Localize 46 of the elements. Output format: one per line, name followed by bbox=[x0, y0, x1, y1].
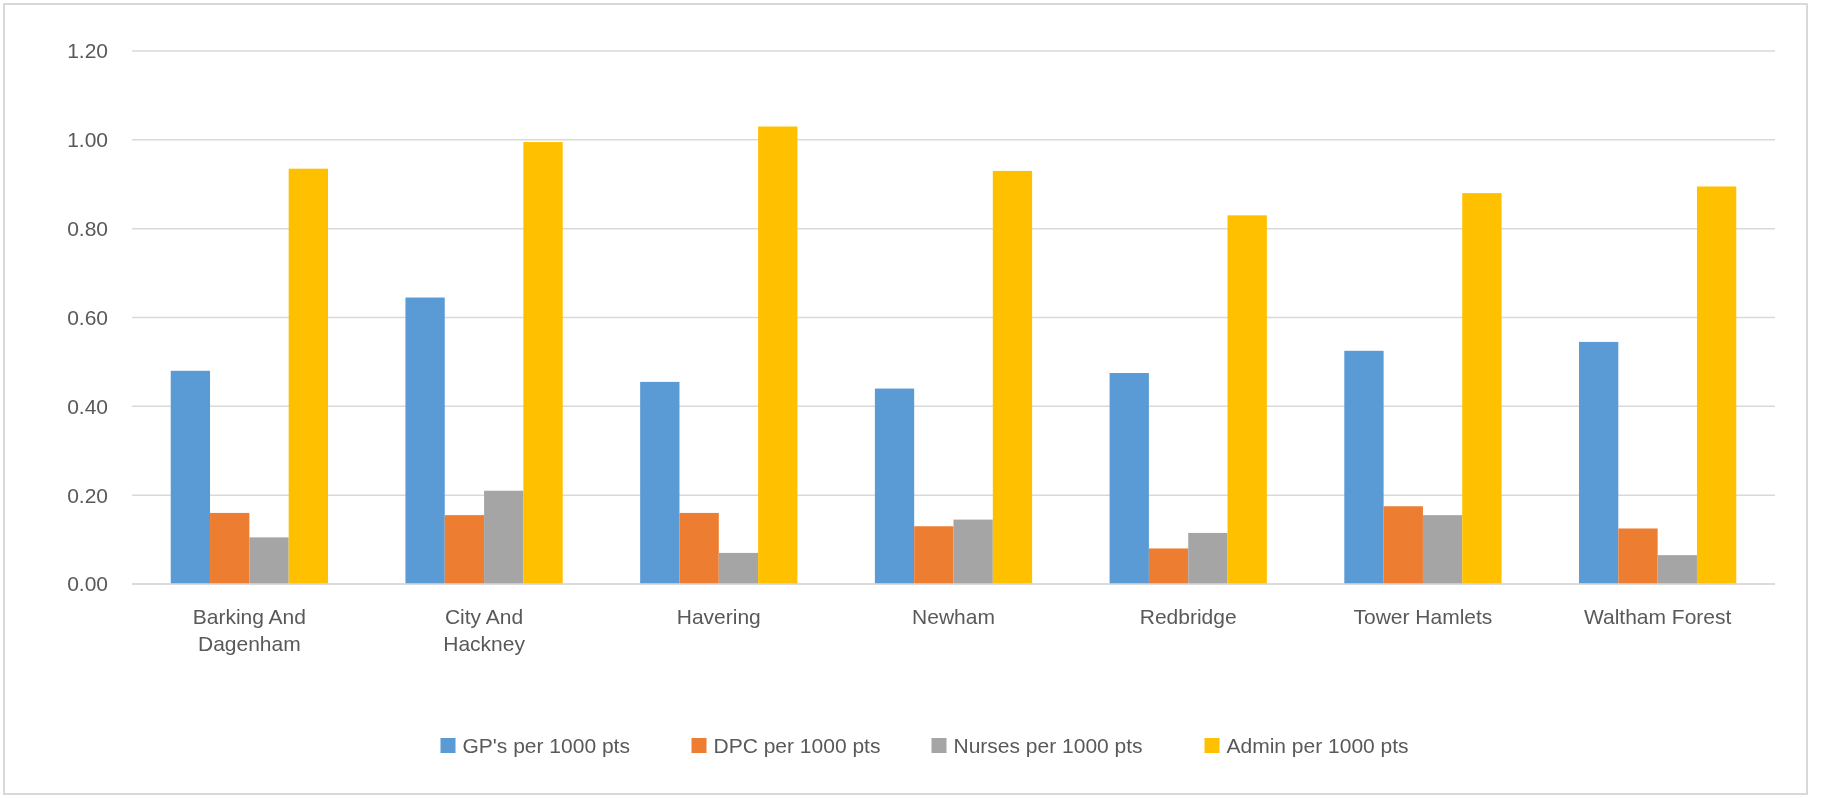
bar bbox=[484, 490, 524, 584]
bar bbox=[1462, 193, 1502, 584]
y-tick-label: 1.20 bbox=[67, 39, 108, 63]
y-tick-label: 0.00 bbox=[67, 572, 108, 596]
y-tick-label: 0.40 bbox=[67, 394, 108, 418]
bar bbox=[1148, 548, 1189, 584]
bar bbox=[1188, 532, 1228, 584]
legend-label: DPC per 1000 pts bbox=[713, 734, 881, 758]
x-tick-label: Newham bbox=[912, 605, 995, 628]
bar bbox=[992, 170, 1033, 584]
bar bbox=[1696, 186, 1737, 584]
legend-label: Nurses per 1000 pts bbox=[953, 734, 1143, 758]
bar bbox=[1344, 350, 1384, 584]
bar bbox=[758, 126, 798, 584]
bar bbox=[1422, 515, 1463, 584]
y-tick-label: 0.80 bbox=[67, 217, 108, 241]
bar bbox=[640, 381, 680, 584]
x-tick-label: Tower Hamlets bbox=[1353, 605, 1493, 628]
x-tick-label: Waltham Forest bbox=[1583, 605, 1732, 628]
y-tick-label: 1.00 bbox=[67, 128, 108, 152]
x-tick-label: Redbridge bbox=[1139, 605, 1237, 628]
bar bbox=[288, 168, 328, 584]
bar bbox=[1579, 341, 1619, 584]
bar bbox=[1383, 506, 1423, 584]
bar bbox=[1109, 373, 1149, 584]
bar bbox=[210, 512, 250, 584]
bar bbox=[1657, 555, 1697, 584]
x-tick-label: Havering bbox=[676, 605, 761, 628]
x-tick-label: City And Hackney bbox=[443, 605, 526, 655]
bar bbox=[718, 552, 759, 584]
legend-label: Admin per 1000 pts bbox=[1226, 734, 1409, 758]
bar bbox=[444, 515, 485, 584]
bar bbox=[405, 297, 445, 584]
bar bbox=[170, 370, 211, 584]
bar bbox=[249, 537, 289, 584]
bar bbox=[523, 142, 563, 584]
bar bbox=[914, 526, 954, 584]
legend-label: GP's per 1000 pts bbox=[462, 734, 630, 758]
y-tick-label: 0.20 bbox=[67, 483, 108, 507]
bar bbox=[953, 519, 993, 584]
bar bbox=[1618, 528, 1658, 584]
x-tick-label: Barking And Dagenham bbox=[192, 605, 306, 655]
bar bbox=[1227, 215, 1267, 584]
bar bbox=[679, 512, 719, 584]
bar bbox=[874, 388, 915, 584]
y-tick-label: 0.60 bbox=[67, 305, 108, 329]
